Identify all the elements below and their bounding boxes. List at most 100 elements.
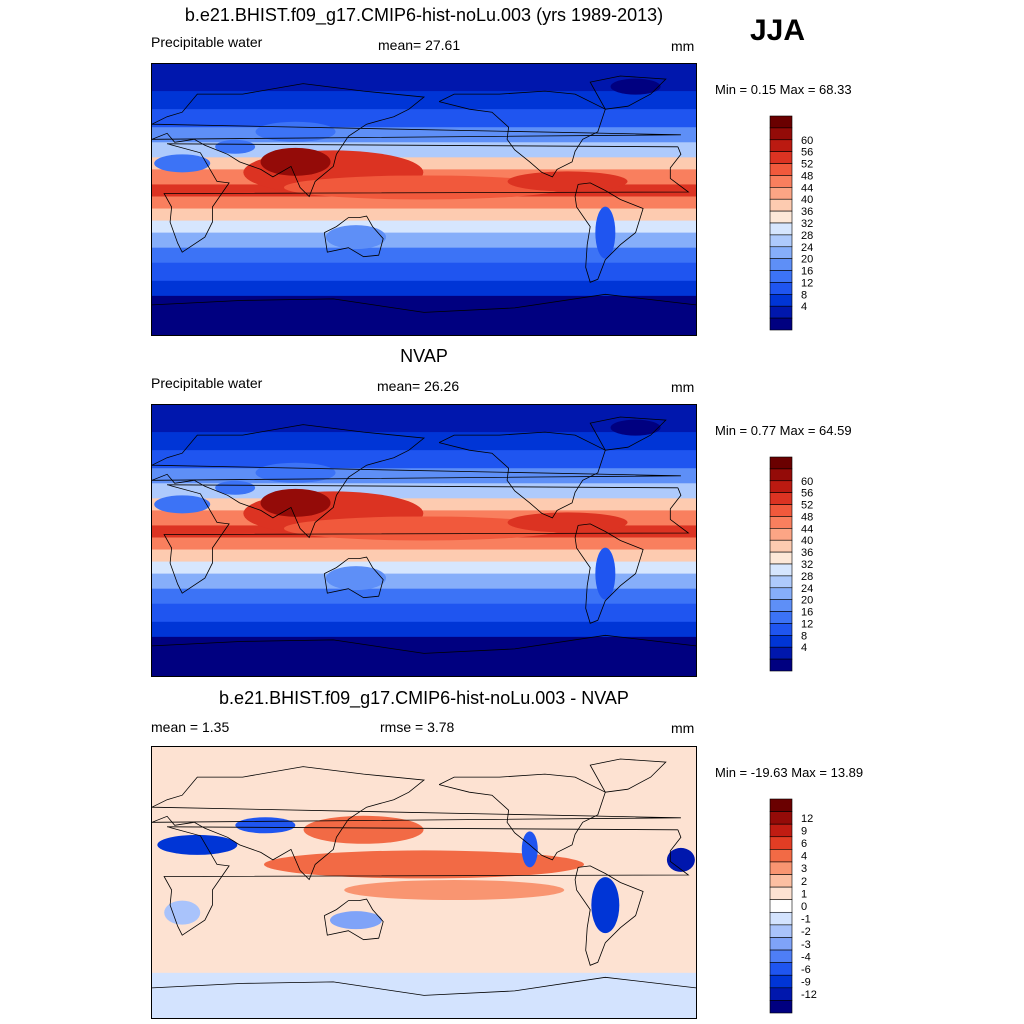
- colorbar-box: [769, 210, 793, 224]
- colorbar-box: [769, 222, 793, 236]
- coastline: [438, 90, 606, 178]
- colorbar-tick-label: 20: [801, 254, 813, 266]
- colorbar-box: [769, 456, 793, 470]
- coastline: [152, 766, 681, 881]
- colorbar-box: [769, 658, 793, 672]
- season-label: JJA: [750, 14, 806, 47]
- colorbar-box: [769, 504, 793, 517]
- colorbar-tick-label: -1: [801, 914, 811, 926]
- colorbar-box: [769, 924, 793, 938]
- panel2-map-svg: [152, 405, 696, 676]
- colorbar-tick-label: 44: [801, 523, 813, 535]
- colorbar-box: [769, 987, 793, 1001]
- panel3-map: [151, 746, 697, 1019]
- panel2-mean-label: mean= 26.26: [377, 378, 460, 394]
- colorbar-tick-label: 32: [801, 559, 813, 571]
- panel2-title: NVAP: [400, 346, 448, 366]
- colorbar-tick-label: 24: [801, 242, 813, 254]
- colorbar-box: [769, 163, 793, 176]
- colorbar-box: [769, 246, 793, 259]
- colorbar-tick-label: 1: [801, 888, 807, 900]
- colorbar-tick-label: -9: [801, 977, 811, 989]
- colorbar-tick-label: 40: [801, 535, 813, 547]
- colorbar-tick-label: -12: [801, 989, 817, 1001]
- colorbar-tick-label: 28: [801, 571, 813, 583]
- colorbar-box: [769, 949, 793, 963]
- colorbar-tick-label: 4: [801, 851, 807, 863]
- panel1-left-label: Precipitable water: [151, 34, 263, 50]
- colorbar-box: [769, 911, 793, 926]
- colorbar-box: [769, 886, 793, 901]
- colorbar-box: [769, 539, 793, 553]
- colorbar-tick-label: 16: [801, 266, 813, 278]
- colorbar-tick-label: 44: [801, 182, 813, 194]
- colorbar-tick-label: 6: [801, 838, 807, 850]
- colorbar-tick-label: 52: [801, 500, 813, 512]
- colorbar-box: [769, 234, 793, 248]
- panel1-units-label: mm: [671, 38, 695, 54]
- colorbar-tick-label: 3: [801, 863, 807, 875]
- panel3-units-label: mm: [671, 720, 695, 736]
- colorbar-tick-label: 56: [801, 147, 813, 159]
- coastline: [152, 424, 681, 539]
- colorbar-box: [769, 528, 793, 541]
- panel2-colorbar: 60 56 52 48 44 40 36 32 28 24 20 16 12 8 4: [769, 456, 839, 677]
- colorbar-box: [769, 282, 793, 295]
- colorbar-tick-label: -3: [801, 939, 811, 951]
- colorbar-tick-label: -6: [801, 964, 811, 976]
- colorbar-box: [769, 270, 793, 283]
- coastline: [323, 898, 384, 941]
- colorbar-tick-label: 12: [801, 277, 813, 289]
- coastline: [589, 416, 667, 451]
- panel1-map-svg: [152, 64, 696, 335]
- colorbar-box: [769, 849, 793, 863]
- panel3-title: b.e21.BHIST.f09_g17.CMIP6-hist-noLu.003 …: [219, 688, 629, 708]
- colorbar-tick-label: 60: [801, 476, 813, 488]
- colorbar-box: [769, 974, 793, 989]
- colorbar-box: [769, 575, 793, 589]
- colorbar-box: [769, 811, 793, 825]
- colorbar-tick-label: -2: [801, 926, 811, 938]
- colorbar-box: [769, 198, 793, 212]
- panel2-units-label: mm: [671, 379, 695, 395]
- colorbar-tick-label: 12: [801, 813, 813, 825]
- colorbar-box: [769, 798, 793, 812]
- colorbar-box: [769, 937, 793, 951]
- colorbar-box: [769, 861, 793, 875]
- colorbar-tick-label: 48: [801, 170, 813, 182]
- colorbar-box: [769, 294, 793, 307]
- panel1-mean-label: mean= 27.61: [378, 37, 461, 53]
- colorbar-tick-label: -4: [801, 951, 811, 963]
- colorbar-box: [769, 962, 793, 976]
- colorbar-box: [769, 623, 793, 636]
- colorbar-tick-label: 9: [801, 825, 807, 837]
- colorbar-box: [769, 646, 793, 660]
- colorbar-box: [769, 563, 793, 577]
- panel1-minmax: Min = 0.15 Max = 68.33: [715, 82, 852, 97]
- colorbar-tick-label: 36: [801, 547, 813, 559]
- colorbar-box: [769, 187, 793, 200]
- colorbar-tick-label: 4: [801, 301, 807, 313]
- panel2-minmax: Min = 0.77 Max = 64.59: [715, 423, 852, 438]
- colorbar-box: [769, 599, 793, 612]
- coastline: [152, 976, 696, 996]
- colorbar-tick-label: 56: [801, 488, 813, 500]
- coastline: [574, 182, 644, 283]
- panel2-map: [151, 404, 697, 677]
- colorbar-tick-label: 2: [801, 876, 807, 888]
- panel3-colorbar: 12 9 6 4 3 2 1 0 -1 -2 -3 -4 -6 -9 -12: [769, 798, 839, 1019]
- colorbar-tick-label: 24: [801, 583, 813, 595]
- panel1-title: b.e21.BHIST.f09_g17.CMIP6-hist-noLu.003 …: [184, 5, 664, 25]
- panel1-map: [151, 63, 697, 336]
- colorbar-box: [769, 551, 793, 565]
- colorbar-box: [769, 115, 793, 129]
- coastline: [574, 523, 644, 624]
- colorbar-box: [769, 611, 793, 624]
- colorbar-box: [769, 317, 793, 331]
- colorbar-tick-label: 52: [801, 159, 813, 171]
- colorbar-tick-label: 40: [801, 194, 813, 206]
- coastline: [574, 865, 644, 966]
- coastline: [163, 143, 690, 253]
- panel3-mean-label: mean = 1.35: [151, 719, 230, 735]
- colorbar-tick-label: 36: [801, 206, 813, 218]
